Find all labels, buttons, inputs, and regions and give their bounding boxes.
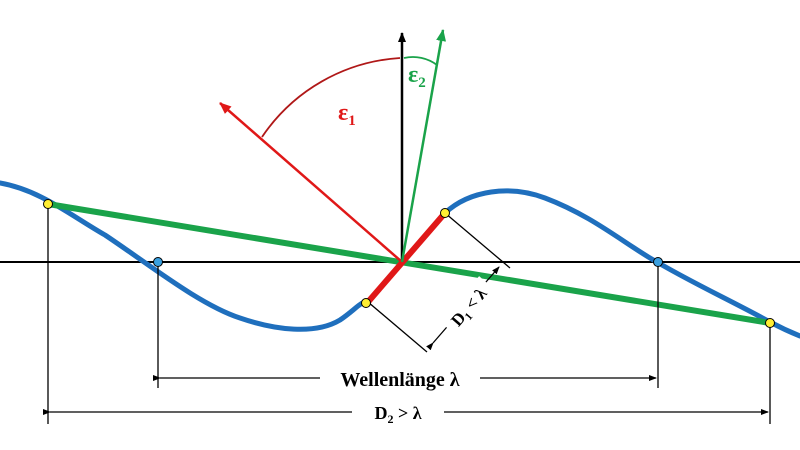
point-blue-right [653,257,663,267]
label-epsilon1: ε1 [338,100,356,129]
label-wavelength: Wellenlänge λ [340,369,459,391]
normal-arrow-epsilon1 [219,102,403,263]
angle-arc-epsilon1 [261,57,401,138]
normal-arrow-epsilon2 [400,29,447,263]
point-yellow-left [43,199,53,209]
d1-extension-top [444,212,511,269]
point-yellow-right [765,318,775,328]
d1-label-bg [439,276,496,336]
angle-arc-epsilon2 [403,56,438,66]
d1-extension-bottom [367,301,428,353]
point-yellow-lower [361,298,371,308]
local-slope-segment [365,210,448,305]
d2-label-bg [352,399,444,425]
point-yellow-upper [440,208,450,218]
label-d2: D2 > λ [374,403,421,426]
chord-line-d2 [45,201,773,326]
wavelength-label-bg [320,364,480,392]
label-epsilon2: ε2 [408,62,426,91]
point-blue-left [153,257,163,267]
